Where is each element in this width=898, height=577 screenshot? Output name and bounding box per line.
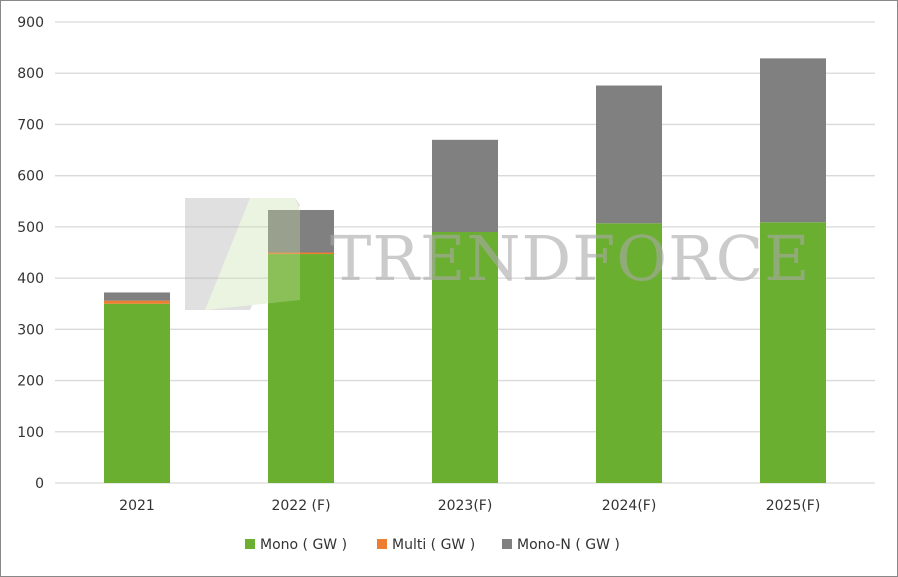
bar-segment <box>104 292 170 301</box>
y-tick-label: 800 <box>17 66 44 82</box>
x-tick-label: 2025(F) <box>766 498 821 514</box>
legend-swatch <box>502 539 512 549</box>
bar-segment <box>268 209 334 253</box>
bar-segment <box>268 252 334 255</box>
bar-segment <box>432 139 498 233</box>
y-tick-label: 600 <box>17 169 44 185</box>
x-tick-label: 2021 <box>119 498 155 514</box>
legend-swatch <box>245 539 255 549</box>
y-tick-label: 300 <box>17 322 44 338</box>
bar-segment <box>104 300 170 304</box>
y-tick-label: 100 <box>17 425 44 441</box>
bar-segment <box>596 85 662 224</box>
x-tick-label: 2022 (F) <box>271 498 330 514</box>
y-tick-label: 400 <box>17 271 44 287</box>
y-tick-label: 500 <box>17 220 44 236</box>
y-tick-label: 700 <box>17 117 44 133</box>
bar-segment <box>760 58 826 223</box>
watermark-text: TRENDFORCE <box>330 222 810 295</box>
legend-label: Mono-N ( GW ) <box>517 537 620 553</box>
legend-label: Mono ( GW ) <box>260 537 347 553</box>
watermark-logo-shape <box>185 198 300 310</box>
legend-label: Multi ( GW ) <box>392 537 475 553</box>
bar-segment <box>268 254 334 483</box>
bar-segment <box>104 303 170 483</box>
bar-segment <box>760 222 826 484</box>
y-tick-label: 200 <box>17 374 44 390</box>
watermark-logo <box>185 198 300 310</box>
legend-swatch <box>377 539 387 549</box>
bar-segment <box>432 232 498 483</box>
bar-segment <box>596 223 662 483</box>
y-tick-label: 0 <box>35 476 44 492</box>
watermark-logo-shape <box>205 198 300 310</box>
x-tick-label: 2023(F) <box>438 498 493 514</box>
y-tick-label: 900 <box>17 15 44 31</box>
x-tick-label: 2024(F) <box>602 498 657 514</box>
